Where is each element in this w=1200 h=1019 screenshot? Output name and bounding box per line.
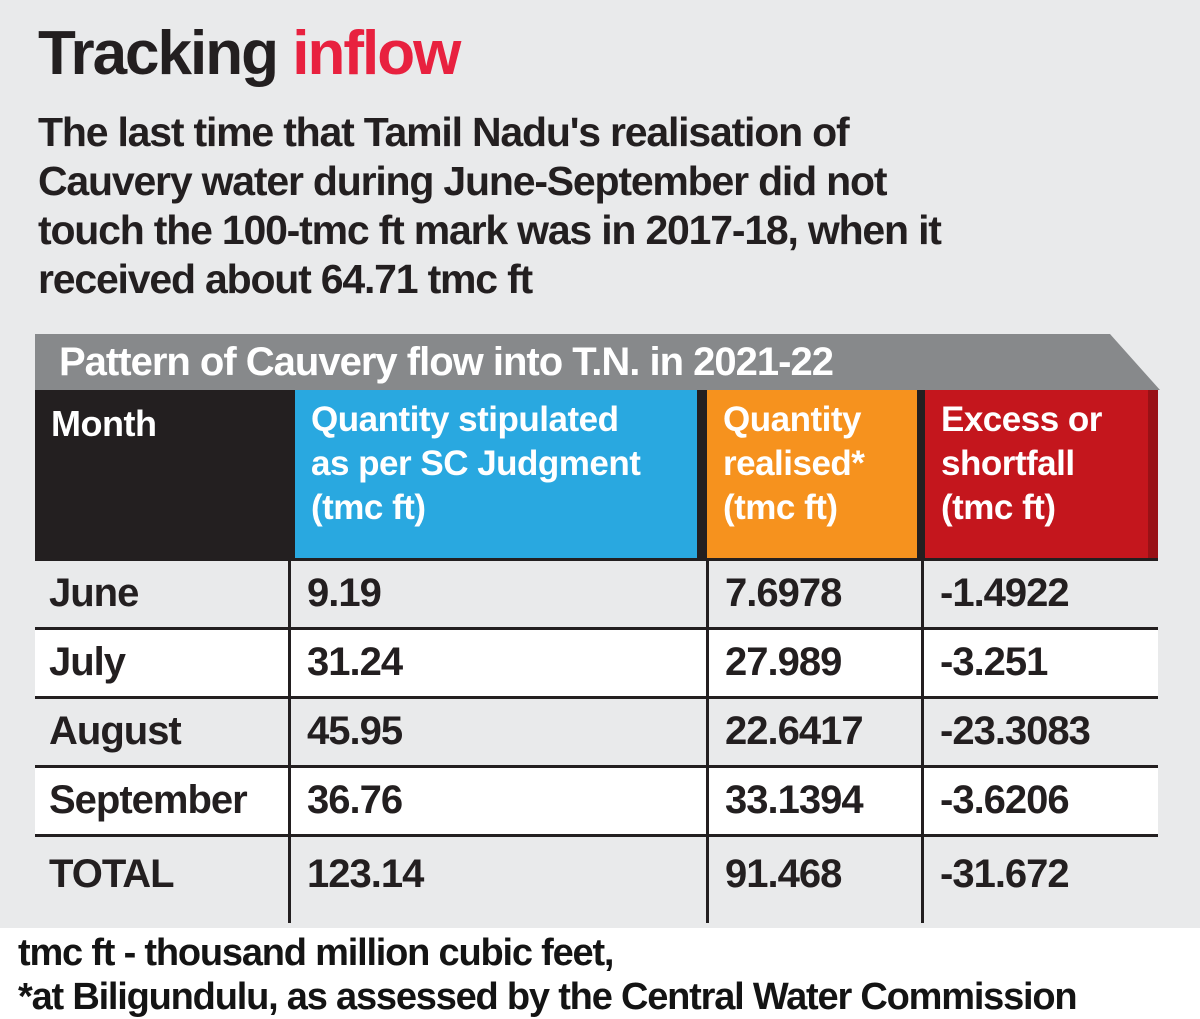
table-row-july: July 31.24 27.989 -3.251: [35, 627, 1158, 696]
cell-excess: -1.4922: [921, 561, 1158, 627]
cell-excess: -3.251: [921, 630, 1158, 696]
header-month: Month: [35, 390, 287, 558]
footnote-tmc-ft: tmc ft - thousand million cubic feet,: [18, 932, 614, 974]
table-row-august: August 45.95 22.6417 -23.3083: [35, 696, 1158, 765]
cell-realised: 7.6978: [706, 561, 921, 627]
header-quantity-stipulated: Quantity stipulated as per SC Judgment (…: [295, 390, 697, 558]
cell-month: July: [49, 640, 126, 684]
header-excess-shortfall: Excess or shortfall (tmc ft): [925, 390, 1158, 558]
cell-excess: -3.6206: [921, 768, 1158, 834]
title-word-black: Tracking: [38, 19, 279, 88]
cell-excess: -23.3083: [921, 699, 1158, 765]
table-row-september: September 36.76 33.1394 -3.6206: [35, 765, 1158, 834]
cell-stipulated: 31.24: [288, 630, 706, 696]
table-row-total: TOTAL 123.14 91.468 -31.672: [35, 834, 1158, 923]
subtitle-line: Cauvery water during June-September did …: [38, 158, 887, 204]
subtitle: The last time that Tamil Nadu's realisat…: [38, 108, 942, 304]
footnotes: tmc ft - thousand million cubic feet, *a…: [0, 928, 1200, 1019]
subtitle-line: The last time that Tamil Nadu's realisat…: [38, 109, 850, 155]
cell-month: TOTAL: [49, 852, 175, 896]
table-header-row: Month Quantity stipulated as per SC Judg…: [35, 390, 1158, 558]
title-word-red: inflow: [292, 19, 461, 88]
cell-realised: 27.989: [706, 630, 921, 696]
cell-realised: 91.468: [706, 837, 921, 923]
subtitle-line: touch the 100-tmc ft mark was in 2017-18…: [38, 207, 942, 253]
table-title-banner: Pattern of Cauvery flow into T.N. in 202…: [35, 334, 1160, 390]
cell-realised: 22.6417: [706, 699, 921, 765]
cell-stipulated: 45.95: [288, 699, 706, 765]
page-title: Tracking inflow: [38, 18, 461, 89]
footnote-biligundulu: *at Biligundulu, as assessed by the Cent…: [18, 976, 1078, 1018]
cell-month: September: [49, 778, 248, 822]
header-quantity-realised: Quantity realised* (tmc ft): [707, 390, 917, 558]
cell-month: August: [49, 709, 182, 753]
cell-realised: 33.1394: [706, 768, 921, 834]
cell-month: June: [49, 571, 139, 615]
table-title: Pattern of Cauvery flow into T.N. in 202…: [59, 340, 833, 384]
cell-stipulated: 123.14: [288, 837, 706, 923]
table-body: June 9.19 7.6978 -1.4922 July 31.24 27.9…: [35, 558, 1158, 923]
subtitle-line: received about 64.71 tmc ft: [38, 256, 533, 302]
cell-stipulated: 36.76: [288, 768, 706, 834]
cell-stipulated: 9.19: [288, 561, 706, 627]
cell-excess: -31.672: [921, 837, 1158, 923]
table-row-june: June 9.19 7.6978 -1.4922: [35, 558, 1158, 627]
